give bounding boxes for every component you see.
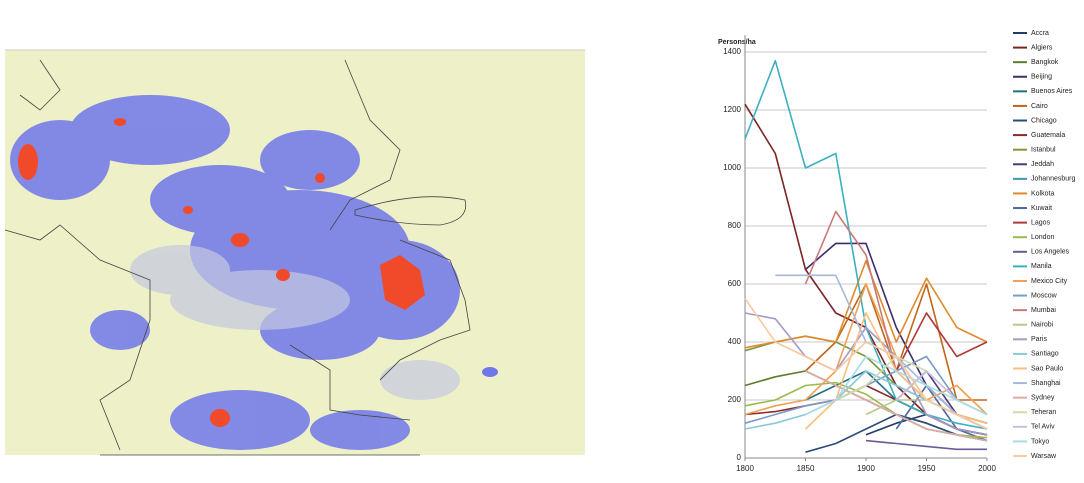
legend-label: Johannesburg (1031, 176, 1075, 183)
legend-label: Teheran (1031, 409, 1056, 416)
y-tick-label: 400 (728, 337, 742, 346)
legend-label: Kuwait (1031, 205, 1052, 212)
series-line (865, 439, 987, 451)
legend-label: Sao Paulo (1031, 365, 1063, 372)
y-tick-label: 600 (728, 279, 742, 288)
series-line (805, 370, 988, 442)
y-tick-label: 200 (728, 395, 742, 404)
legend-label: Nairobi (1031, 322, 1054, 329)
series-line (744, 260, 988, 349)
legend-label: Bangkok (1031, 59, 1059, 66)
series-line (895, 312, 988, 372)
legend-label: Sydney (1031, 394, 1055, 401)
legend-label: Los Angeles (1031, 249, 1070, 256)
legend-label: Paris (1031, 336, 1047, 343)
legend-label: Lagos (1031, 219, 1051, 226)
legend-label: Warsaw (1031, 453, 1057, 460)
y-tick-label: 1400 (723, 47, 741, 56)
legend-label: Cairo (1031, 103, 1048, 110)
legend-label: Santiago (1031, 351, 1059, 358)
legend-label: Tel Aviv (1031, 424, 1055, 431)
legend-label: Guatemala (1031, 132, 1065, 139)
series-line (805, 355, 988, 416)
series-line (744, 312, 988, 436)
legend-label: Manila (1031, 263, 1052, 270)
legend-label: Chicago (1031, 117, 1057, 124)
y-tick-label: 1000 (723, 163, 741, 172)
legend-label: Kolkota (1031, 190, 1054, 197)
x-tick-label: 1950 (918, 464, 936, 473)
legend-label: Mumbai (1031, 307, 1056, 314)
x-tick-label: 1850 (797, 464, 815, 473)
borders (4, 59, 471, 456)
y-axis-label: Persons/ha (718, 39, 756, 46)
legend-label: Mexico City (1031, 278, 1068, 285)
legend-label: Moscow (1031, 292, 1058, 299)
x-tick-label: 2000 (978, 464, 996, 473)
legend-label: Shanghai (1031, 380, 1061, 387)
density-high (18, 118, 425, 427)
density-low (130, 245, 460, 400)
legend-label: Jeddah (1031, 161, 1054, 168)
legend-label: Algiers (1031, 44, 1053, 51)
series-line (744, 355, 988, 424)
legend-label: London (1031, 234, 1054, 241)
legend-label: Accra (1031, 30, 1049, 37)
y-tick-label: 0 (737, 453, 742, 462)
x-tick-label: 1800 (736, 464, 754, 473)
series-line (804, 210, 988, 430)
legend-label: Istanbul (1031, 147, 1056, 154)
island (482, 367, 498, 377)
series-line (804, 242, 988, 424)
chart: Persons/ha 0 200 400 600 800 1000 1200 1400 1800… (718, 30, 1075, 473)
legend-label: Buenos Aires (1031, 88, 1073, 95)
y-tick-label: 800 (728, 221, 742, 230)
legend-label: Tokyo (1031, 438, 1049, 445)
density-map (4, 49, 585, 456)
series-line (744, 298, 988, 430)
x-tick-label: 1900 (857, 464, 875, 473)
legend-label: Beijing (1031, 74, 1052, 81)
y-tick-label: 1200 (723, 105, 741, 114)
series-line (805, 413, 988, 453)
series-line (744, 384, 988, 436)
